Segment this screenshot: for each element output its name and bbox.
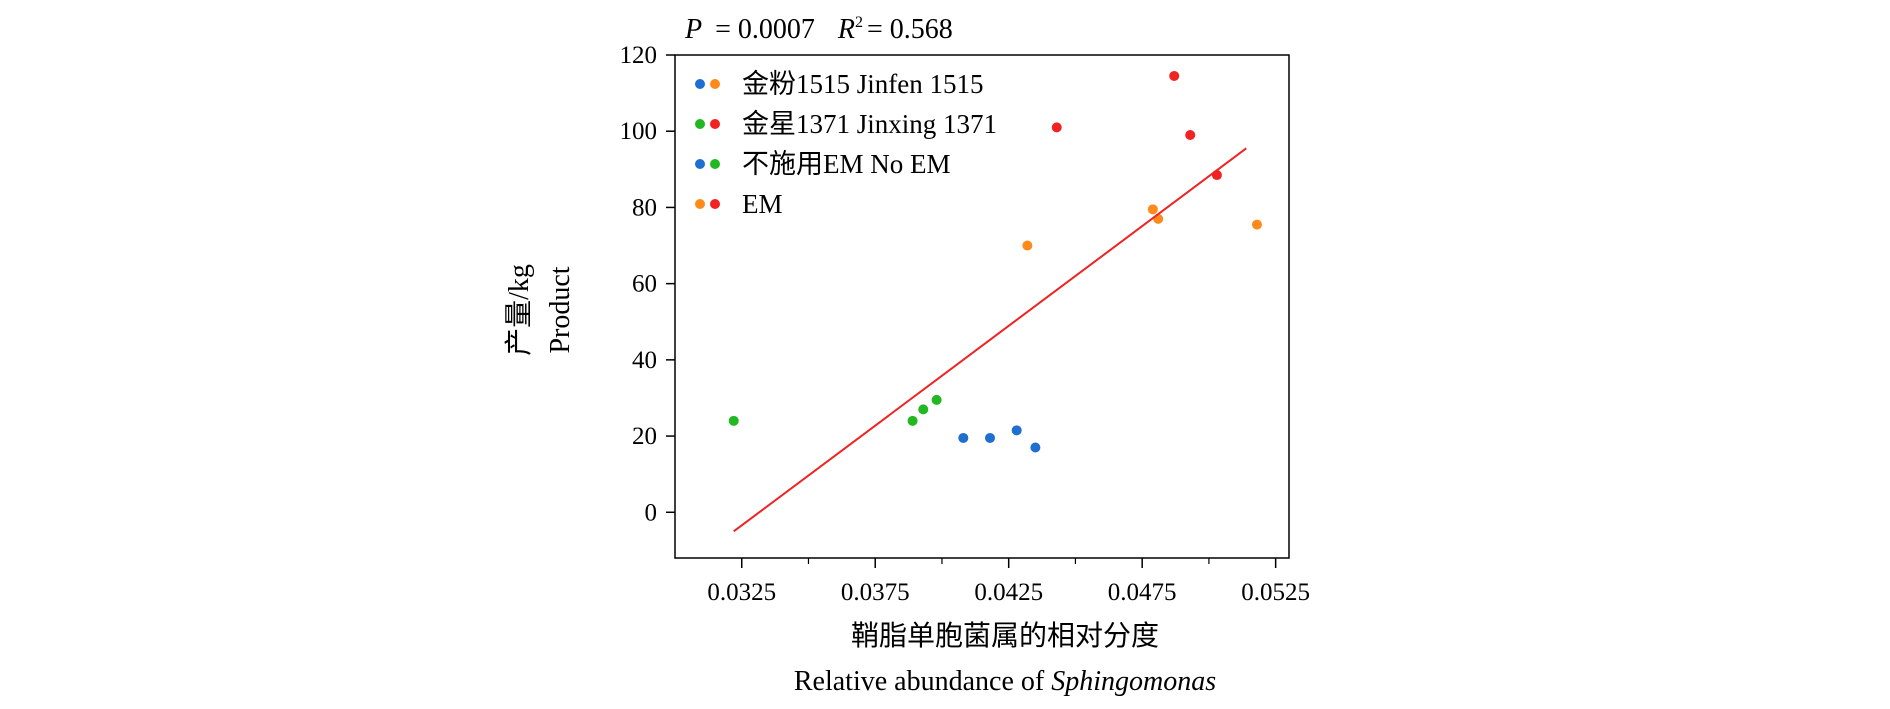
legend-marker [710, 199, 720, 209]
regression-line [733, 147, 1247, 533]
legend-label: EM [742, 189, 783, 219]
data-point-jinxing-no-em [918, 404, 929, 415]
x-tick-label: 0.0375 [841, 579, 910, 606]
y-tick-label: 120 [620, 42, 658, 69]
data-point-jinfen-em [1022, 240, 1033, 251]
y-tick-label: 0 [645, 499, 658, 526]
y-tick-label: 80 [632, 194, 657, 221]
axis-ticks: 0 20 40 60 80 100 120 0.0325 0.0375 0.0425 0.0475 0… [620, 42, 1311, 606]
y-tick-label: 60 [632, 271, 657, 298]
legend-label: 金星1371 Jinxing 1371 [742, 109, 997, 139]
data-point-jinxing-no-em [907, 415, 918, 426]
data-point-jinfen-no-em [1030, 442, 1041, 453]
legend: 金粉1515 Jinfen 1515 金星1371 Jinxing 1371 不施用… [695, 69, 997, 219]
x-tick-label: 0.0325 [707, 579, 776, 606]
x-tick-label: 0.0425 [974, 579, 1043, 606]
p-symbol: P [684, 14, 702, 45]
p-value: = 0.0007 [715, 14, 815, 45]
data-points [728, 70, 1262, 453]
data-point-jinxing-em [1185, 130, 1196, 141]
x-axis-title-en-prefix: Relative abundance of [794, 666, 1051, 697]
legend-marker [695, 159, 705, 169]
y-tick-label: 100 [620, 118, 658, 145]
y-tick-label: 20 [632, 423, 657, 450]
data-point-jinfen-no-em [1011, 425, 1022, 436]
r2-value: = 0.568 [867, 14, 953, 45]
x-axis-title-cn: 鞘脂单胞菌属的相对分度 [851, 620, 1159, 652]
legend-marker [710, 159, 720, 169]
data-point-jinfen-em [1147, 204, 1158, 215]
legend-label: 不施用EM No EM [742, 149, 951, 179]
stats-annotation: P = 0.0007 R2 = 0.568 [684, 14, 953, 45]
data-point-jinxing-no-em [728, 415, 739, 426]
regression-line-layer [733, 147, 1247, 533]
data-point-jinfen-no-em [958, 432, 969, 443]
x-axis-title-en: Relative abundance of Sphingomonas [794, 666, 1216, 697]
x-tick-label: 0.0525 [1241, 579, 1310, 606]
y-axis-title-en: Product [545, 266, 576, 353]
plot-frame [674, 54, 1290, 559]
y-tick-label: 40 [632, 347, 657, 374]
legend-marker [695, 119, 705, 129]
r2-symbol: R [837, 14, 855, 45]
y-axis-title-cn: 产量/kg [503, 264, 535, 356]
data-point-jinfen-no-em [985, 432, 996, 443]
r2-superscript: 2 [855, 14, 863, 31]
data-point-jinxing-no-em [931, 394, 942, 405]
legend-marker [695, 199, 705, 209]
legend-marker [710, 119, 720, 129]
data-point-jinxing-em [1169, 70, 1180, 81]
legend-marker [695, 79, 705, 89]
data-point-jinfen-em [1251, 219, 1262, 230]
legend-label: 金粉1515 Jinfen 1515 [742, 69, 983, 99]
x-axis-title-en-italic: Sphingomonas [1051, 666, 1216, 697]
data-point-jinxing-em [1051, 122, 1062, 133]
legend-marker [710, 79, 720, 89]
x-tick-label: 0.0475 [1108, 579, 1177, 606]
